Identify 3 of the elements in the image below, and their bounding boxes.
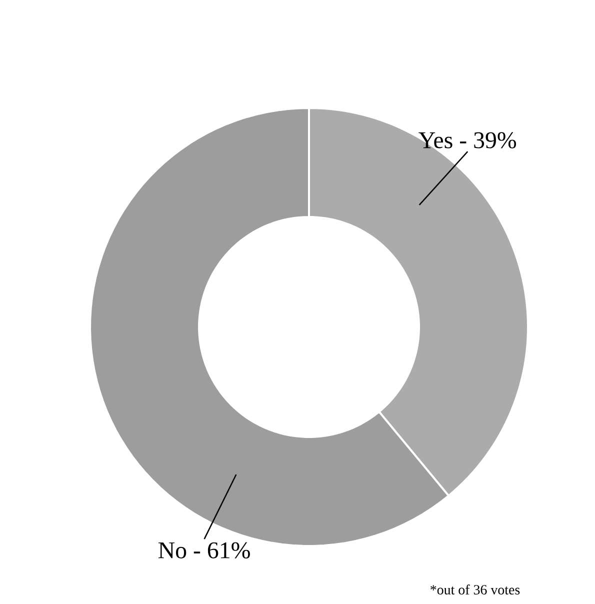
slice-label: Yes - 39% — [418, 132, 516, 148]
slice-label: No - 61% — [158, 542, 250, 558]
text: *out of 36 votes — [430, 584, 520, 594]
